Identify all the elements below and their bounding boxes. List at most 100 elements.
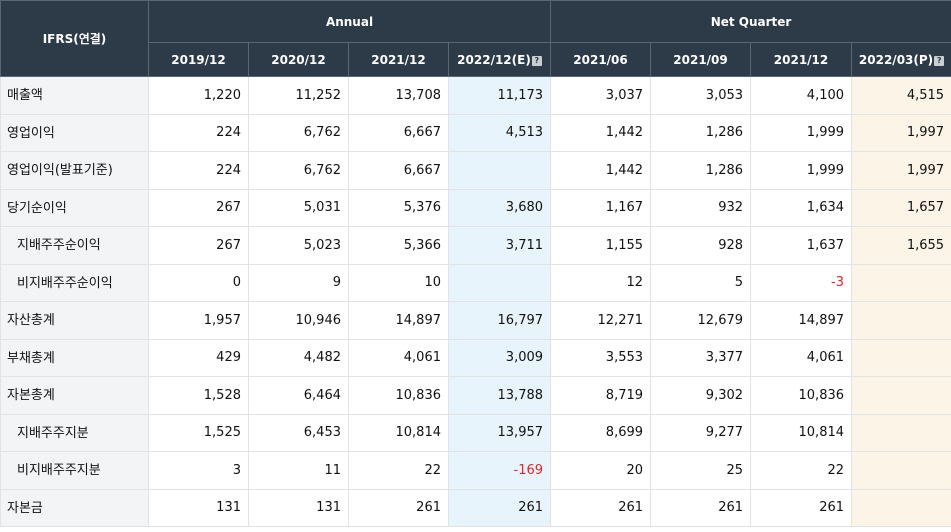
value-cell: 20 — [550, 451, 652, 490]
value-cell: 1,999 — [750, 151, 853, 190]
value-cell: 22 — [750, 451, 853, 490]
row-label: 당기순이익 — [0, 188, 149, 227]
value-cell: 1,657 — [851, 188, 951, 227]
value-cell: 8,699 — [550, 413, 652, 452]
value-cell: 8,719 — [550, 376, 652, 415]
period-header: 2020/12 — [248, 42, 349, 77]
accounting-standard-header: IFRS(연결) — [0, 0, 149, 77]
value-cell: 16,797 — [447, 301, 552, 340]
value-cell: 224 — [148, 113, 249, 152]
value-cell: -169 — [447, 451, 552, 490]
value-cell: 131 — [248, 488, 349, 527]
value-cell: 4,515 — [851, 76, 951, 115]
value-cell — [447, 263, 552, 302]
value-cell: 1,634 — [750, 188, 853, 227]
value-cell — [851, 376, 951, 415]
value-cell: 0 — [148, 263, 249, 302]
value-cell: 14,897 — [750, 301, 853, 340]
value-cell: 6,667 — [348, 113, 449, 152]
value-cell: 261 — [650, 488, 752, 527]
help-icon[interactable]: ? — [531, 55, 542, 66]
table-row: 매출액 1,220 11,252 13,708 11,173 3,037 3,053 4,10… — [0, 76, 951, 115]
period-header: 2022/12(E)? — [447, 42, 552, 77]
value-cell: 928 — [650, 226, 752, 265]
value-cell: 261 — [348, 488, 449, 527]
table-row: 비지배주주순이익 0 9 10 12 5 -3 — [0, 263, 951, 302]
value-cell: 1,525 — [148, 413, 249, 452]
table-row: 지배주주순이익 267 5,023 5,366 3,711 1,155 928 1,637 1,… — [0, 226, 951, 265]
period-header: 2022/03(P)? — [851, 42, 951, 77]
value-cell: 3,037 — [550, 76, 652, 115]
value-cell: 9,277 — [650, 413, 752, 452]
value-cell: 4,513 — [447, 113, 552, 152]
row-label: 영업이익 — [0, 113, 149, 152]
row-label: 영업이익(발표기준) — [0, 151, 149, 190]
value-cell: 13,708 — [348, 76, 449, 115]
value-cell — [851, 451, 951, 490]
value-cell: 1,997 — [851, 113, 951, 152]
help-icon[interactable]: ? — [934, 55, 945, 66]
value-cell: 9,302 — [650, 376, 752, 415]
value-cell — [851, 263, 951, 302]
value-cell: 3 — [148, 451, 249, 490]
value-cell: 1,957 — [148, 301, 249, 340]
value-cell: 25 — [650, 451, 752, 490]
value-cell: 1,286 — [650, 151, 752, 190]
value-cell: 3,711 — [447, 226, 552, 265]
value-cell: 261 — [447, 488, 552, 527]
value-cell: 3,053 — [650, 76, 752, 115]
value-cell: 3,009 — [447, 338, 552, 377]
value-cell: 1,167 — [550, 188, 652, 227]
value-cell: 6,762 — [248, 151, 349, 190]
row-label: 매출액 — [0, 76, 149, 115]
value-cell: 10,814 — [750, 413, 853, 452]
value-cell: 131 — [148, 488, 249, 527]
value-cell: 1,286 — [650, 113, 752, 152]
value-cell: 3,377 — [650, 338, 752, 377]
value-cell: 5,023 — [248, 226, 349, 265]
value-cell — [851, 338, 951, 377]
value-cell: 4,482 — [248, 338, 349, 377]
value-cell: 261 — [750, 488, 853, 527]
value-cell: 1,220 — [148, 76, 249, 115]
value-cell: 22 — [348, 451, 449, 490]
period-header: 2019/12 — [148, 42, 249, 77]
value-cell — [851, 413, 951, 452]
value-cell: 3,680 — [447, 188, 552, 227]
value-cell: 12,271 — [550, 301, 652, 340]
row-label: 지배주주지분 — [0, 413, 149, 452]
net-quarter-group-header: Net Quarter — [550, 0, 951, 43]
period-header: 2021/12 — [750, 42, 853, 77]
table-row: 지배주주지분 1,525 6,453 10,814 13,957 8,699 9,277 10… — [0, 413, 951, 452]
value-cell: 13,957 — [447, 413, 552, 452]
value-cell: 1,528 — [148, 376, 249, 415]
table-row: 당기순이익 267 5,031 5,376 3,680 1,167 932 1,634 1,65… — [0, 188, 951, 227]
value-cell: 12,679 — [650, 301, 752, 340]
table-row: 영업이익(발표기준) 224 6,762 6,667 1,442 1,286 1,999 1,… — [0, 151, 951, 190]
value-cell: 4,100 — [750, 76, 853, 115]
value-cell: 6,762 — [248, 113, 349, 152]
row-label: 지배주주순이익 — [0, 226, 149, 265]
value-cell — [447, 151, 552, 190]
table-row: 영업이익 224 6,762 6,667 4,513 1,442 1,286 1,999 1,9… — [0, 113, 951, 152]
value-cell: 10,836 — [750, 376, 853, 415]
value-cell: 1,637 — [750, 226, 853, 265]
period-header: 2021/06 — [550, 42, 652, 77]
value-cell: 3,553 — [550, 338, 652, 377]
value-cell — [851, 301, 951, 340]
table-row: 자산총계 1,957 10,946 14,897 16,797 12,271 12,679 1… — [0, 301, 951, 340]
value-cell: 14,897 — [348, 301, 449, 340]
value-cell: 4,061 — [348, 338, 449, 377]
value-cell: 1,442 — [550, 113, 652, 152]
value-cell: 10,814 — [348, 413, 449, 452]
value-cell: 1,999 — [750, 113, 853, 152]
value-cell: 5,376 — [348, 188, 449, 227]
row-label: 부채총계 — [0, 338, 149, 377]
value-cell: 6,667 — [348, 151, 449, 190]
value-cell: 5 — [650, 263, 752, 302]
value-cell: 9 — [248, 263, 349, 302]
value-cell: 10,836 — [348, 376, 449, 415]
value-cell: 261 — [550, 488, 652, 527]
value-cell: 10,946 — [248, 301, 349, 340]
